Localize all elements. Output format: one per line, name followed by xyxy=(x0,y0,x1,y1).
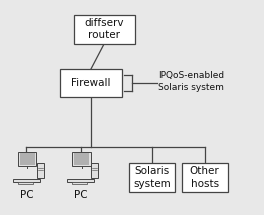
FancyBboxPatch shape xyxy=(72,182,87,184)
FancyBboxPatch shape xyxy=(18,182,33,184)
FancyBboxPatch shape xyxy=(18,152,36,166)
FancyBboxPatch shape xyxy=(74,153,89,165)
FancyBboxPatch shape xyxy=(74,15,135,43)
Text: IPQoS-enabled
Solaris system: IPQoS-enabled Solaris system xyxy=(158,71,224,92)
Text: Firewall: Firewall xyxy=(71,78,111,88)
Text: PC: PC xyxy=(20,190,33,200)
Text: Solaris
system: Solaris system xyxy=(133,166,171,189)
FancyBboxPatch shape xyxy=(60,69,122,97)
FancyBboxPatch shape xyxy=(129,163,175,192)
FancyBboxPatch shape xyxy=(13,179,40,182)
Text: diffserv
router: diffserv router xyxy=(84,18,124,40)
Text: PC: PC xyxy=(74,190,87,200)
FancyBboxPatch shape xyxy=(37,163,44,178)
FancyBboxPatch shape xyxy=(67,179,94,182)
FancyBboxPatch shape xyxy=(73,152,91,166)
Text: Other
hosts: Other hosts xyxy=(190,166,219,189)
FancyBboxPatch shape xyxy=(182,163,228,192)
FancyBboxPatch shape xyxy=(91,163,98,178)
FancyBboxPatch shape xyxy=(20,153,35,165)
